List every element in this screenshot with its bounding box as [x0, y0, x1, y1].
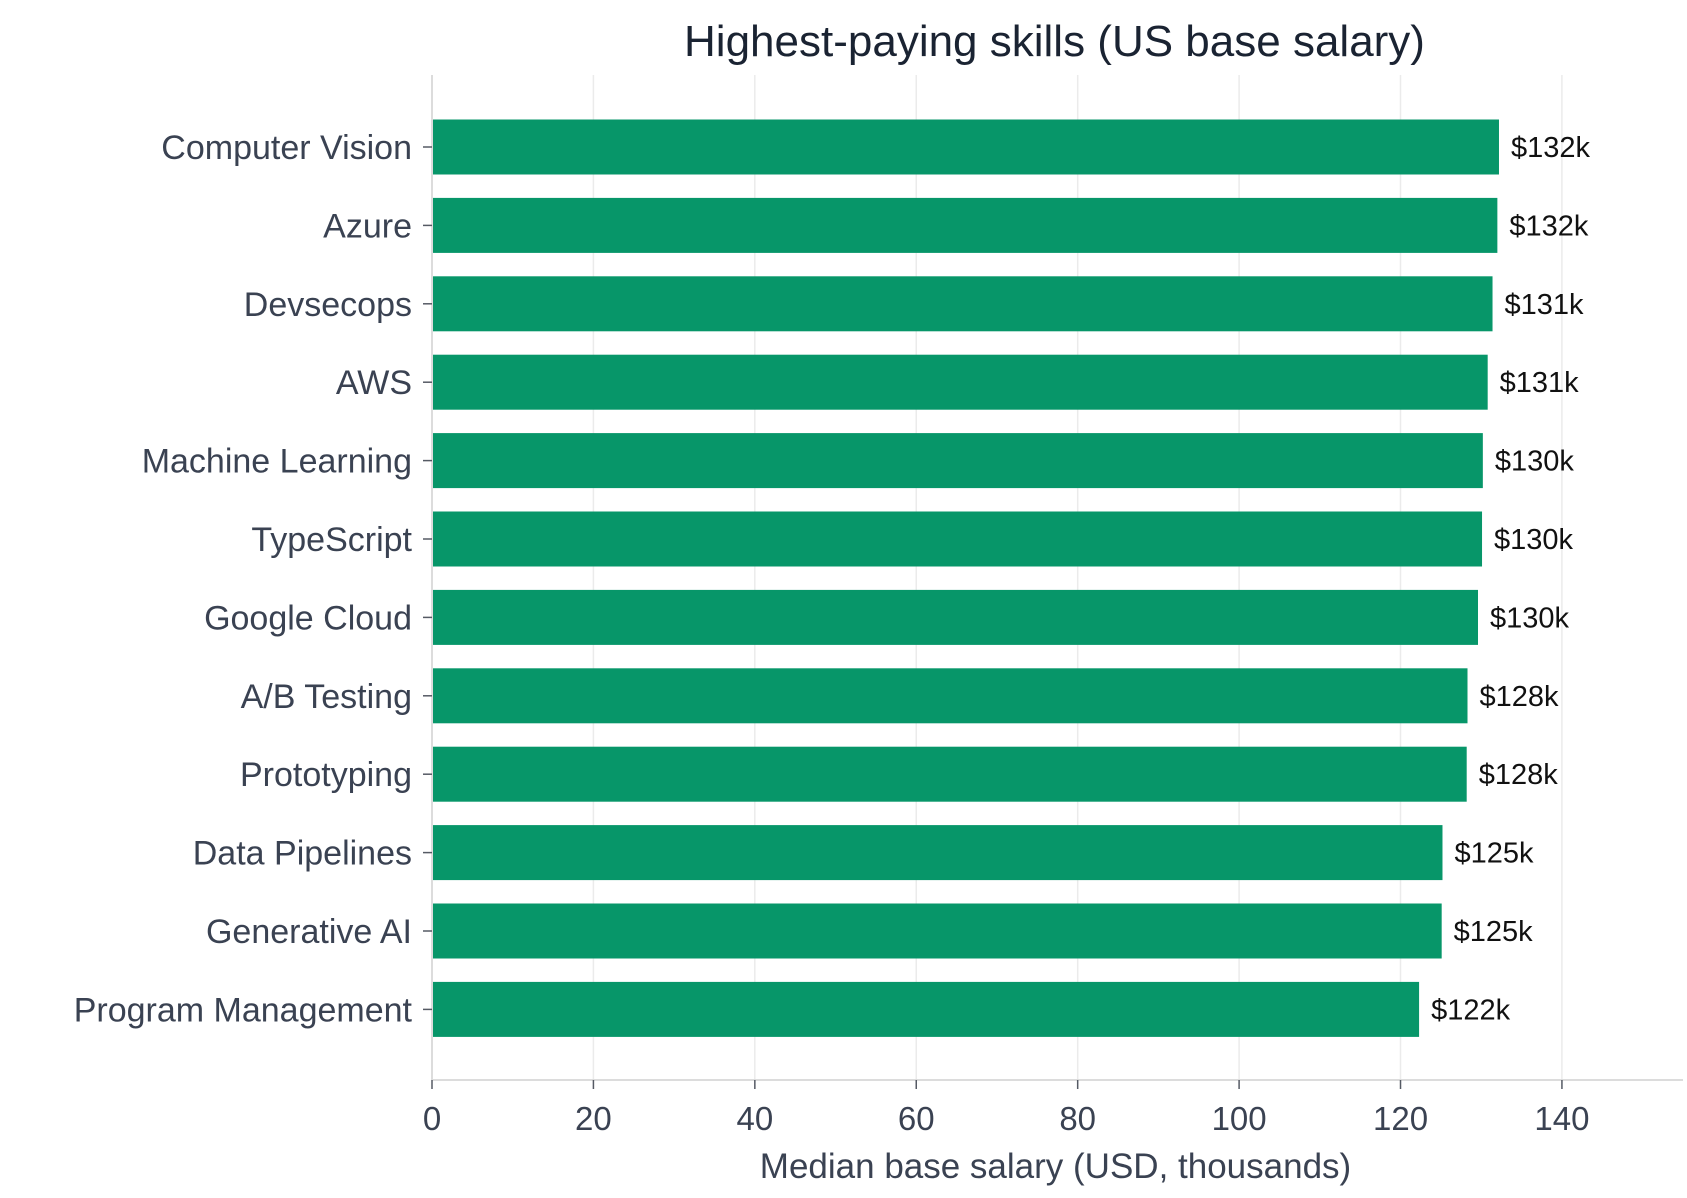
- data-label: $122k: [1431, 994, 1511, 1026]
- category-label: TypeScript: [251, 521, 412, 559]
- bar: [432, 119, 1499, 175]
- data-label: $132k: [1509, 210, 1589, 242]
- data-label: $125k: [1454, 916, 1534, 948]
- bar: [432, 746, 1467, 802]
- category-label: A/B Testing: [241, 678, 412, 716]
- data-label: $128k: [1479, 759, 1559, 791]
- x-tick-label: 60: [898, 1100, 935, 1137]
- bars: [432, 119, 1499, 1037]
- x-tick-label: 40: [736, 1100, 773, 1137]
- bar: [432, 433, 1483, 489]
- data-label: $130k: [1490, 602, 1570, 634]
- chart-title: Highest-paying skills (US base salary): [684, 17, 1425, 66]
- labels: 0 20 40 60 80 100 120 140 Computer Vision $132k Az…: [74, 129, 1591, 1137]
- x-tick-label: 80: [1059, 1100, 1096, 1137]
- bar: [432, 903, 1442, 959]
- x-tick-label: 120: [1373, 1100, 1428, 1137]
- data-label: $131k: [1505, 289, 1585, 321]
- x-tick-label: 20: [575, 1100, 612, 1137]
- bar: [432, 276, 1493, 332]
- data-label: $132k: [1511, 132, 1591, 164]
- category-label: Devsecops: [244, 286, 412, 324]
- category-label: Generative AI: [206, 913, 412, 951]
- data-label: $128k: [1480, 681, 1560, 713]
- bar: [432, 589, 1478, 645]
- bar: [432, 511, 1483, 567]
- bar: [432, 354, 1488, 410]
- axes: [423, 75, 1683, 1089]
- category-label: Machine Learning: [142, 443, 412, 481]
- x-axis-title: Median base salary (USD, thousands): [760, 1147, 1351, 1186]
- category-label: Prototyping: [240, 756, 412, 794]
- data-label: $125k: [1454, 838, 1534, 870]
- data-label: $131k: [1500, 367, 1580, 399]
- bar: [432, 981, 1420, 1037]
- bar: [432, 825, 1443, 881]
- bar: [432, 197, 1498, 253]
- category-label: Azure: [323, 207, 412, 245]
- data-label: $130k: [1495, 446, 1575, 478]
- category-label: AWS: [336, 364, 412, 402]
- category-label: Program Management: [74, 991, 413, 1029]
- x-tick-label: 100: [1212, 1100, 1267, 1137]
- data-label: $130k: [1494, 524, 1574, 556]
- category-label: Computer Vision: [161, 129, 412, 167]
- x-tick-label: 0: [423, 1100, 441, 1137]
- category-label: Google Cloud: [204, 599, 412, 637]
- x-tick-label: 140: [1534, 1100, 1589, 1137]
- category-label: Data Pipelines: [193, 835, 412, 873]
- bar: [432, 668, 1468, 724]
